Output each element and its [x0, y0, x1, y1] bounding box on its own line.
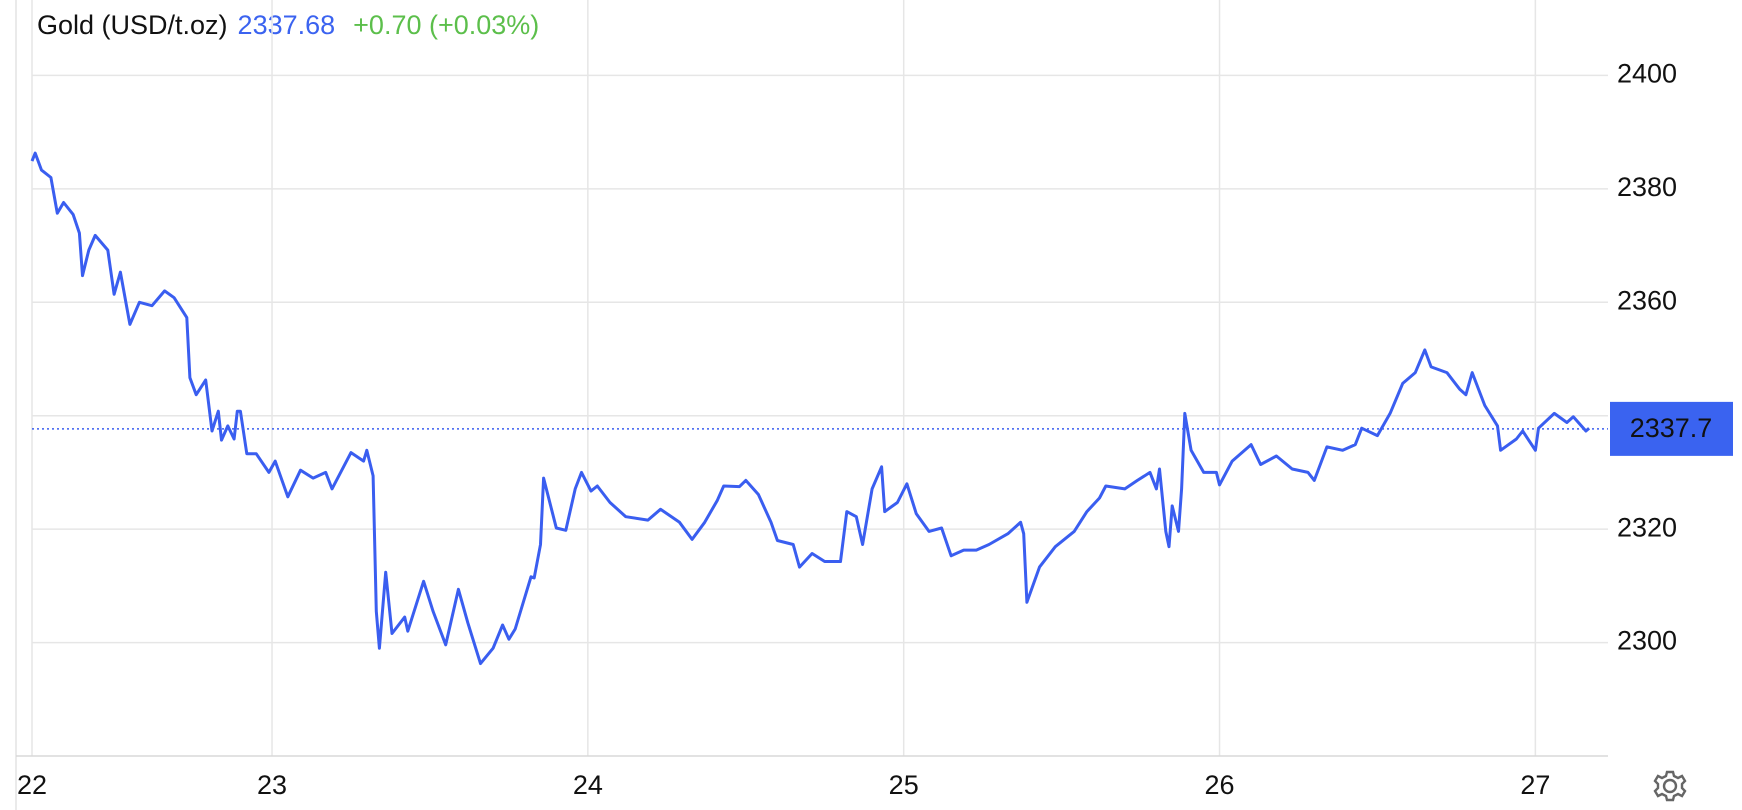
y-tick-label: 2320: [1617, 512, 1677, 542]
gear-outline: [1653, 770, 1687, 802]
y-tick-label: 2360: [1617, 285, 1677, 315]
gear-hub: [1662, 778, 1678, 794]
price: 2337.68: [238, 10, 336, 40]
x-tick-label: 25: [889, 770, 919, 800]
chart-title: Gold (USD/t.oz): [37, 10, 228, 40]
settings-icon[interactable]: [1653, 770, 1687, 802]
x-tick-label: 26: [1205, 770, 1235, 800]
last-price-label: 2337.7: [1630, 413, 1713, 443]
x-tick-label: 24: [573, 770, 603, 800]
header: Gold (USD/t.oz) 2337.68 +0.70 (+0.03%): [37, 10, 539, 40]
labels: 2300232023402360238024002223242526272337…: [17, 59, 1733, 800]
x-tick-label: 27: [1520, 770, 1550, 800]
x-tick-label: 23: [257, 770, 287, 800]
last-price-box: [1610, 401, 1733, 456]
price-line: [30, 151, 1591, 666]
x-tick-label: 22: [17, 770, 47, 800]
price-change: +0.70 (+0.03%): [353, 10, 539, 40]
y-tick-label: 2380: [1617, 172, 1677, 202]
y-tick-label: 2300: [1617, 626, 1677, 656]
plot: [30, 151, 1608, 666]
grid: [16, 0, 1608, 757]
y-tick-label: 2400: [1617, 59, 1677, 89]
